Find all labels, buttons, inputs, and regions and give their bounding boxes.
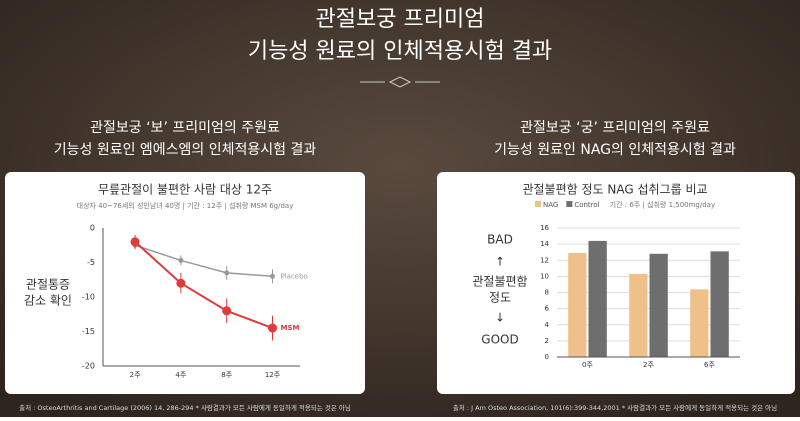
data-point: [222, 306, 232, 316]
page-title: 관절보궁 프리미엄: [316, 7, 485, 32]
source-note: 출처 : J Am Osteo Association, 101(6):399-…: [453, 403, 777, 412]
y-tick-label: 10: [540, 272, 549, 280]
page-title: 기능성 원료의 인체적용시험 결과: [248, 39, 552, 64]
y-tick-label: 16: [540, 224, 549, 232]
legend-label: NAG: [543, 201, 558, 209]
series-label: Placebo: [281, 272, 308, 280]
data-point: [178, 257, 184, 263]
legend-swatch: [566, 201, 573, 207]
source-note: 출처 : OsteoArthritis and Cartilage (2006)…: [19, 403, 351, 412]
chart-title: 무릎관절이 불편한 사람 대상 12주: [98, 183, 272, 197]
y-tick-label: 6: [545, 305, 550, 313]
legend-label: Control: [574, 201, 599, 209]
side-label: GOOD: [481, 333, 518, 347]
x-tick-label: 2주: [643, 361, 654, 369]
y-tick-label: 2: [545, 337, 549, 345]
x-tick-label: 2주: [130, 371, 141, 379]
data-point: [130, 237, 140, 247]
section-heading: 관절보궁 ‘보’ 프리미엄의 주원료: [90, 120, 280, 136]
bar: [690, 289, 709, 357]
bar: [568, 252, 587, 357]
side-label: 정도: [489, 291, 511, 305]
chart-subtitle: 대상자 40~76세의 성인남녀 40명 | 기간 : 12주 | 섭취량 MS…: [77, 201, 294, 210]
y-tick-label: 0: [90, 224, 95, 233]
y-tick-label: -15: [82, 327, 95, 336]
side-label: ↓: [495, 311, 505, 325]
y-tick-label: 0: [545, 353, 549, 361]
x-tick-label: 4주: [175, 371, 186, 379]
bar: [710, 251, 729, 357]
side-label: BAD: [487, 233, 513, 247]
y-tick-label: 8: [545, 289, 549, 297]
y-tick-label: 14: [540, 240, 549, 248]
ornament: [360, 76, 440, 88]
data-point: [224, 270, 230, 276]
y-tick-label: 4: [545, 321, 550, 329]
y-tick-label: 12: [540, 256, 549, 264]
side-label: 관절통증: [26, 278, 70, 292]
x-tick-label: 8주: [221, 371, 232, 379]
section-heading: 기능성 원료인 엠에스엠의 인체적용시험 결과: [54, 142, 317, 158]
chart-title: 관절불편함 정도 NAG 섭취그룹 비교: [522, 183, 707, 197]
data-point: [268, 323, 278, 333]
data-point: [176, 278, 186, 288]
bar: [629, 273, 648, 357]
section-heading: 기능성 원료인 NAG의 인체적용시험 결과: [494, 142, 736, 158]
side-label: ↑: [495, 255, 505, 269]
data-point: [270, 273, 276, 279]
series-label: MSM: [281, 324, 300, 332]
side-label: 관절불편함: [472, 275, 527, 289]
y-tick-label: -10: [82, 293, 95, 302]
y-tick-label: -20: [82, 362, 95, 371]
legend-swatch: [535, 201, 541, 207]
chart-subtitle: 기간 : 6주 | 섭취량 1,500mg/day: [610, 200, 715, 209]
side-label: 감소 확인: [24, 294, 72, 308]
x-tick-label: 0주: [582, 361, 593, 369]
section-heading: 관절보궁 ‘궁’ 프리미엄의 주원료: [520, 120, 710, 136]
x-tick-label: 6주: [704, 361, 715, 369]
series-line: [134, 241, 273, 329]
bar: [588, 240, 607, 357]
series-line: [134, 244, 273, 278]
x-tick-label: 12주: [265, 371, 281, 379]
y-tick-label: -5: [87, 258, 95, 267]
bar: [649, 253, 668, 357]
